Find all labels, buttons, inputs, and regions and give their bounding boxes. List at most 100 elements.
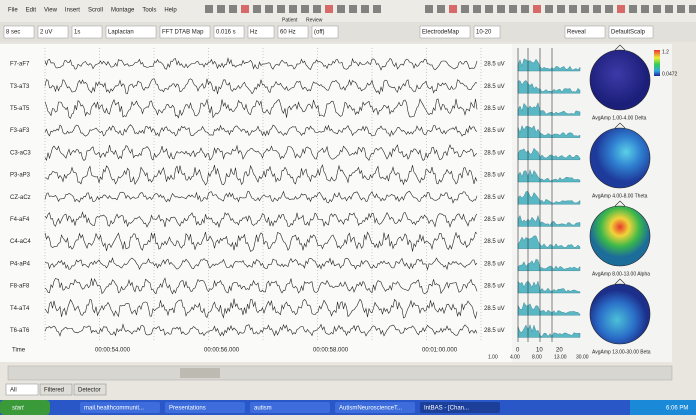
channel-label: T6-aT6	[10, 328, 30, 334]
scale-label: 28.5 uV	[484, 173, 505, 179]
scale-label: 28.5 uV	[484, 62, 505, 68]
toolbar-icon[interactable]	[533, 5, 541, 13]
dropdown-label[interactable]: 60 Hz	[280, 30, 296, 36]
toolbar-icon[interactable]	[313, 5, 321, 13]
toolbar-icon[interactable]	[437, 5, 445, 13]
dropdown-label[interactable]: 1s	[74, 30, 80, 36]
scale-label: 28.5 uV	[484, 328, 505, 334]
toolbar-icon[interactable]	[557, 5, 565, 13]
start-button[interactable]	[0, 400, 50, 415]
tab-label[interactable]: All	[10, 388, 17, 394]
toolbar-icon[interactable]	[665, 5, 673, 13]
scale-label: 28.5 uV	[484, 217, 505, 223]
menu-item[interactable]: Tools	[142, 8, 156, 14]
dropdown-label[interactable]: 10-20	[476, 30, 492, 36]
scrollbar[interactable]	[8, 366, 672, 380]
dropdown-label[interactable]: Hz	[250, 30, 257, 36]
menu-item[interactable]: Scroll	[88, 8, 103, 14]
toolbar-icon[interactable]	[289, 5, 297, 13]
spectrum-axis-label: 20	[556, 348, 563, 354]
toolbar-icon[interactable]	[241, 5, 249, 13]
task-item-label[interactable]: mail.healthcommunit...	[84, 406, 144, 412]
task-item-label[interactable]: autism	[254, 406, 272, 412]
toolbar-icon[interactable]	[217, 5, 225, 13]
channel-label: T5-aT5	[10, 106, 30, 112]
tab-label[interactable]: Detector	[78, 388, 101, 394]
toolbar-icon[interactable]	[277, 5, 285, 13]
toolbar-icon[interactable]	[605, 5, 613, 13]
clock: 6:06 PM	[666, 406, 688, 412]
dropdown-label[interactable]: 0.016 s	[216, 30, 236, 36]
toolbar-icon[interactable]	[617, 5, 625, 13]
task-item-label[interactable]: IntBAS - [Chan...	[424, 406, 469, 412]
menu-item[interactable]: Insert	[65, 8, 80, 14]
freq-axis-label: 30.00	[576, 354, 589, 360]
task-item-label[interactable]: AutismNeuroscienceT...	[339, 406, 402, 412]
toolbar-icon[interactable]	[337, 5, 345, 13]
time-tick: 00:00:58.000	[313, 348, 349, 354]
toolbar-icon[interactable]	[265, 5, 273, 13]
toolbar-icon[interactable]	[653, 5, 661, 13]
toolbar-icon[interactable]	[509, 5, 517, 13]
topo-map	[590, 206, 650, 266]
toolbar-icon[interactable]	[473, 5, 481, 13]
menu-item[interactable]: Edit	[26, 8, 37, 14]
toolbar-icon[interactable]	[545, 5, 553, 13]
scale-label: 28.5 uV	[484, 106, 505, 112]
channel-label: T3-aT3	[10, 84, 30, 90]
map-caption: AvgAmp 13.00-30.00 Beta	[592, 349, 651, 355]
dropdown-label[interactable]: 2 uV	[40, 30, 52, 36]
toolbar-icon[interactable]	[229, 5, 237, 13]
toolbar-icon[interactable]	[253, 5, 261, 13]
scroll-thumb[interactable]	[180, 368, 220, 378]
patient-button[interactable]: Patient	[282, 17, 298, 23]
dropdown-label[interactable]: FFT DTAB Map	[162, 30, 204, 36]
review-button[interactable]: Review	[306, 17, 323, 23]
map-caption: AvgAmp 8.00-13.00 Alpha	[592, 271, 650, 277]
scale-label: 28.5 uV	[484, 239, 505, 245]
toolbar-icon[interactable]	[593, 5, 601, 13]
time-label: Time	[12, 348, 26, 354]
eeg-panel	[0, 44, 512, 362]
colorbar-label: 1.2	[662, 49, 669, 55]
freq-axis-label: 1.00	[488, 354, 498, 360]
toolbar-icon[interactable]	[205, 5, 213, 13]
menu-item[interactable]: Montage	[111, 8, 135, 14]
toolbar-icon[interactable]	[373, 5, 381, 13]
dropdown-label[interactable]: Laplacian	[108, 30, 134, 36]
dropdown-label[interactable]: DefaultScalp	[611, 30, 646, 36]
freq-axis-label: 13.00	[554, 354, 567, 360]
toolbar-icon[interactable]	[425, 5, 433, 13]
start-label[interactable]: start	[12, 406, 24, 412]
toolbar-icon[interactable]	[497, 5, 505, 13]
toolbar-icon[interactable]	[461, 5, 469, 13]
tab-label[interactable]: Filtered	[44, 388, 64, 394]
toolbar-icon[interactable]	[301, 5, 309, 13]
channel-label: P4-aP4	[10, 261, 31, 267]
toolbar-icon[interactable]	[641, 5, 649, 13]
toolbar-icon[interactable]	[449, 5, 457, 13]
time-tick: 00:00:56.000	[204, 348, 240, 354]
toolbar-icon[interactable]	[325, 5, 333, 13]
dropdown-label[interactable]: 8 sec	[6, 30, 20, 36]
toolbar-icon[interactable]	[349, 5, 357, 13]
dropdown-label[interactable]: ElectrodeMap	[422, 30, 460, 36]
menu-item[interactable]: View	[44, 8, 58, 14]
map-caption: AvgAmp 1.00-4.00 Delta	[592, 115, 647, 121]
toolbar-icon[interactable]	[689, 5, 696, 13]
dropdown-label[interactable]: Reveal	[567, 30, 586, 36]
toolbar-icon[interactable]	[581, 5, 589, 13]
menu-item[interactable]: File	[8, 8, 18, 14]
toolbar-icon[interactable]	[629, 5, 637, 13]
task-item-label[interactable]: Presentations	[169, 406, 206, 412]
toolbar-icon[interactable]	[485, 5, 493, 13]
toolbar-icon[interactable]	[569, 5, 577, 13]
menu-item[interactable]: Help	[164, 8, 177, 14]
dropdown-label[interactable]: (off)	[314, 30, 325, 36]
toolbar-icon[interactable]	[361, 5, 369, 13]
toolbar-icon[interactable]	[677, 5, 685, 13]
scale-label: 28.5 uV	[484, 284, 505, 290]
menu-bar	[0, 0, 696, 22]
toolbar-icon[interactable]	[521, 5, 529, 13]
topo-map	[590, 284, 650, 344]
